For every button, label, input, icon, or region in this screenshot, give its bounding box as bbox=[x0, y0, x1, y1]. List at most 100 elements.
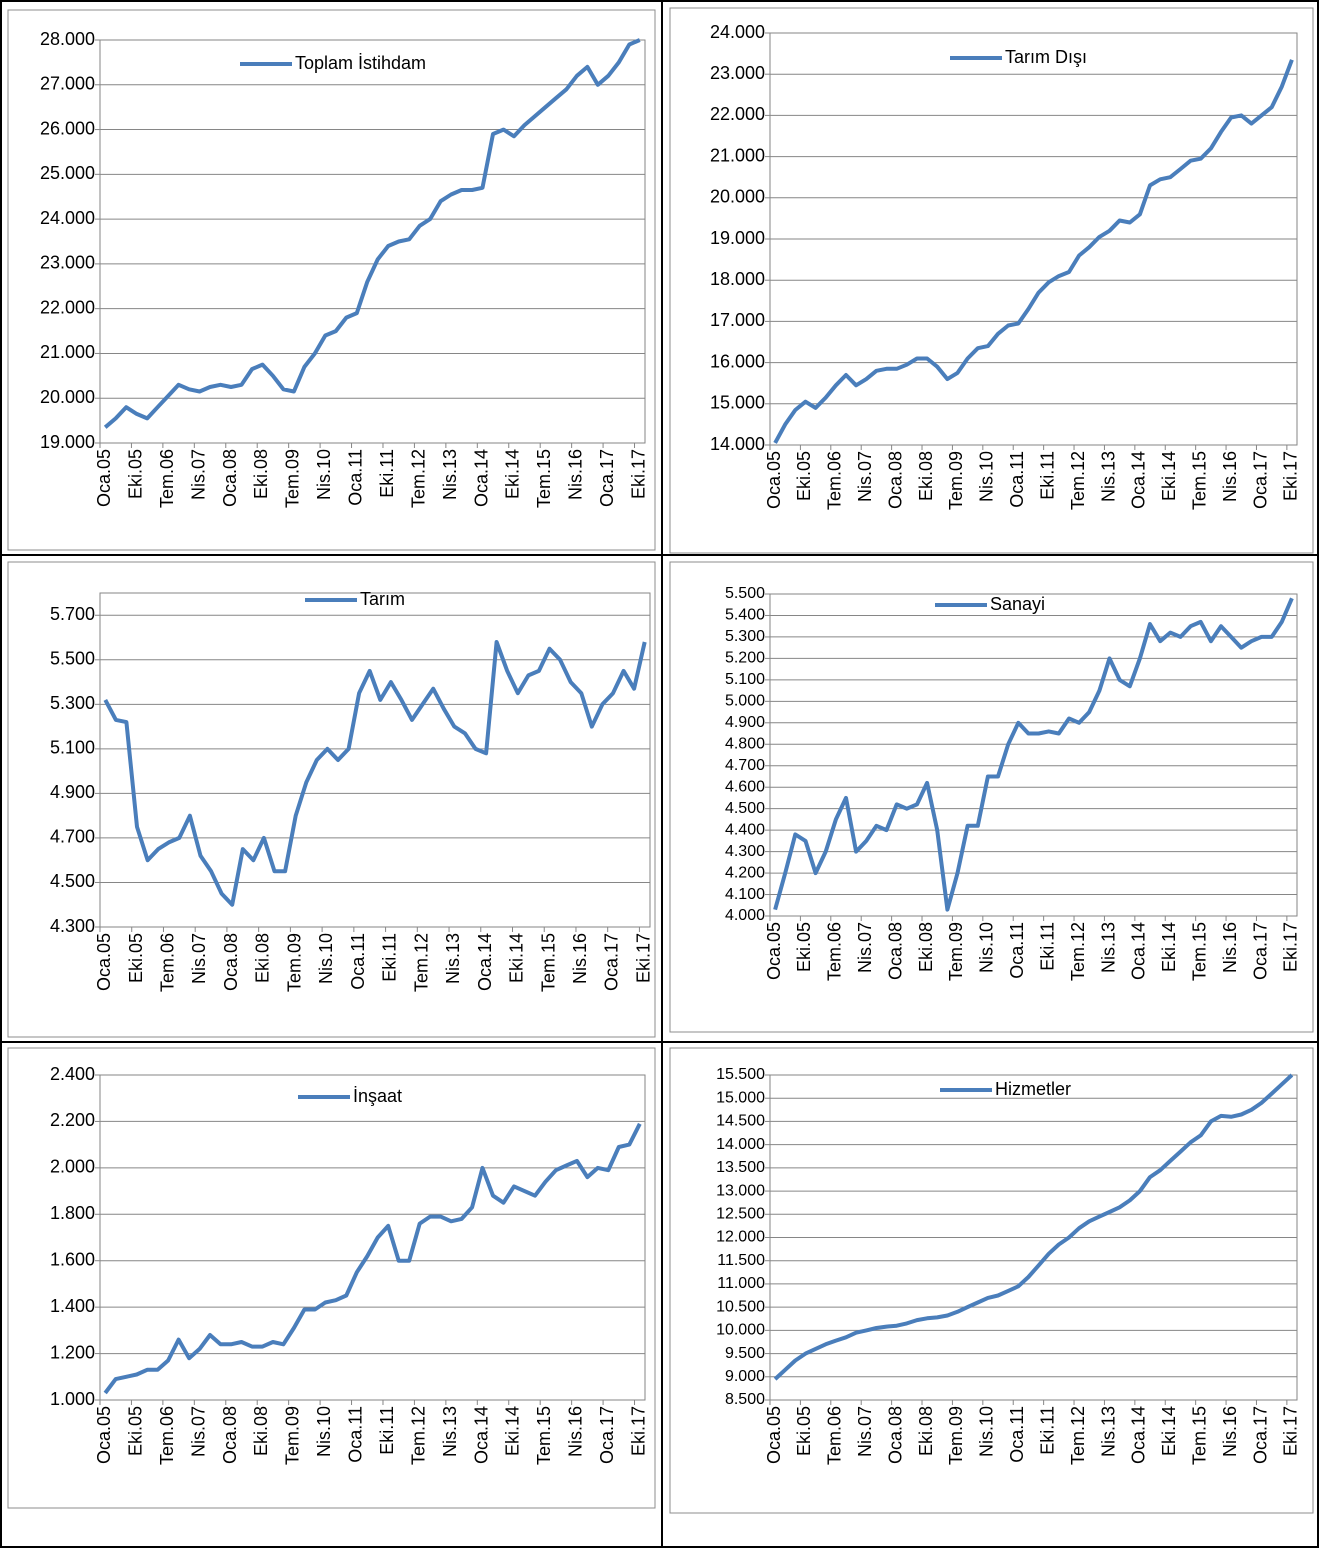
x-tick-label: Tem.12 bbox=[408, 449, 428, 508]
x-tick-label: Nis.13 bbox=[443, 933, 463, 984]
legend-label: Tarım Dışı bbox=[1005, 47, 1087, 67]
x-tick-label: Eki.08 bbox=[253, 933, 273, 983]
x-tick-label: Oca.08 bbox=[220, 449, 240, 507]
y-tick-label: 1.000 bbox=[50, 1389, 95, 1409]
y-tick-label: 5.000 bbox=[725, 693, 765, 710]
x-tick-label: Tem.09 bbox=[946, 1406, 966, 1465]
x-tick-label: Nis.07 bbox=[188, 449, 208, 500]
legend-label: Tarım bbox=[360, 589, 405, 609]
chart-frame bbox=[669, 7, 1314, 554]
x-tick-label: Tem.06 bbox=[825, 451, 845, 510]
y-tick-label: 4.300 bbox=[725, 843, 765, 860]
x-tick-label: Eki.05 bbox=[794, 922, 814, 972]
x-tick-label: Oca.08 bbox=[221, 933, 241, 991]
x-tick-label: Nis.16 bbox=[1220, 451, 1240, 502]
y-tick-label: 13.000 bbox=[716, 1182, 765, 1199]
y-tick-label: 14.000 bbox=[710, 434, 765, 454]
x-tick-label: Oca.14 bbox=[471, 449, 491, 507]
y-tick-label: 11.500 bbox=[717, 1252, 765, 1269]
x-tick-label: Nis.07 bbox=[855, 1406, 875, 1457]
x-tick-label: Eki.17 bbox=[629, 1406, 649, 1456]
x-tick-label: Tem.09 bbox=[284, 933, 304, 992]
y-tick-label: 26.000 bbox=[40, 118, 95, 138]
y-tick-label: 20.000 bbox=[710, 187, 765, 207]
data-line bbox=[103, 640, 647, 907]
x-tick-label: Tem.15 bbox=[534, 449, 554, 508]
y-tick-label: 24.000 bbox=[40, 208, 95, 228]
x-tick-label: Nis.07 bbox=[855, 922, 875, 973]
x-tick-label: Oca.05 bbox=[94, 1406, 114, 1464]
x-tick-label: Nis.10 bbox=[977, 451, 997, 502]
plot-border bbox=[769, 32, 1298, 446]
x-tick-label: Oca.08 bbox=[220, 1406, 240, 1464]
y-tick-label: 4.500 bbox=[50, 871, 95, 891]
x-tick-label: Eki.17 bbox=[633, 933, 653, 983]
y-tick-label: 18.000 bbox=[710, 269, 765, 289]
x-tick-label: Eki.08 bbox=[916, 451, 936, 501]
y-tick-label: 1.800 bbox=[50, 1203, 95, 1223]
chart-frame bbox=[7, 561, 656, 1038]
x-tick-label: Oca.05 bbox=[764, 922, 784, 980]
x-tick-label: Eki.11 bbox=[377, 449, 397, 498]
y-tick-label: 25.000 bbox=[40, 163, 95, 183]
x-tick-label: Oca.05 bbox=[764, 1406, 784, 1464]
y-tick-label: 4.800 bbox=[725, 735, 765, 752]
x-tick-label: Nis.13 bbox=[1098, 922, 1118, 973]
y-tick-label: 4.900 bbox=[725, 714, 765, 731]
x-tick-label: Oca.11 bbox=[346, 1406, 366, 1463]
x-tick-label: Oca.14 bbox=[1129, 1406, 1149, 1464]
y-tick-label: 23.000 bbox=[710, 63, 765, 83]
y-tick-label: 4.300 bbox=[50, 916, 95, 936]
data-line bbox=[773, 1073, 1294, 1381]
x-tick-label: Nis.16 bbox=[566, 449, 586, 500]
plot-border bbox=[99, 592, 651, 928]
x-tick-label: Eki.14 bbox=[1159, 922, 1179, 972]
x-tick-label: Tem.15 bbox=[1189, 451, 1209, 510]
x-tick-label: Oca.14 bbox=[1129, 922, 1149, 980]
x-tick-label: Oca.17 bbox=[1250, 1406, 1270, 1464]
x-tick-label: Tem.12 bbox=[411, 933, 431, 992]
y-tick-label: 15.000 bbox=[710, 393, 765, 413]
x-tick-label: Tem.06 bbox=[825, 1406, 845, 1465]
x-tick-label: Tem.06 bbox=[157, 449, 177, 508]
y-tick-label: 9.500 bbox=[725, 1345, 765, 1362]
y-tick-label: 22.000 bbox=[40, 297, 95, 317]
x-tick-label: Eki.14 bbox=[1159, 1406, 1179, 1456]
y-tick-label: 16.000 bbox=[710, 351, 765, 371]
x-tick-label: Eki.11 bbox=[1037, 1406, 1057, 1455]
x-tick-label: Eki.05 bbox=[125, 449, 145, 499]
x-tick-label: Oca.17 bbox=[597, 449, 617, 507]
x-tick-label: Oca.05 bbox=[764, 451, 784, 509]
x-tick-label: Oca.17 bbox=[1250, 451, 1270, 509]
chart-frame bbox=[7, 9, 656, 551]
y-tick-label: 4.700 bbox=[725, 757, 765, 774]
x-tick-label: Nis.10 bbox=[316, 933, 336, 984]
x-tick-label: Oca.14 bbox=[475, 933, 495, 991]
y-tick-label: 4.700 bbox=[50, 827, 95, 847]
x-tick-label: Eki.08 bbox=[251, 1406, 271, 1456]
y-tick-label: 5.100 bbox=[50, 738, 95, 758]
x-tick-label: Oca.17 bbox=[1250, 922, 1270, 980]
y-tick-label: 20.000 bbox=[40, 387, 95, 407]
x-tick-label: Tem.15 bbox=[538, 933, 558, 992]
data-line bbox=[773, 597, 1294, 912]
x-tick-label: Oca.08 bbox=[885, 1406, 905, 1464]
x-tick-label: Nis.07 bbox=[855, 451, 875, 502]
y-tick-label: 4.200 bbox=[725, 864, 765, 881]
x-tick-label: Tem.15 bbox=[1189, 922, 1209, 981]
x-tick-label: Tem.09 bbox=[283, 1406, 303, 1465]
x-tick-label: Eki.05 bbox=[126, 933, 146, 983]
y-tick-label: 21.000 bbox=[710, 145, 765, 165]
y-tick-label: 5.300 bbox=[725, 628, 765, 645]
y-tick-label: 27.000 bbox=[40, 74, 95, 94]
plot-border bbox=[769, 593, 1298, 917]
data-line bbox=[773, 59, 1294, 444]
x-tick-label: Oca.05 bbox=[94, 933, 114, 991]
y-tick-label: 10.500 bbox=[716, 1298, 765, 1315]
chart-frame bbox=[7, 1047, 656, 1509]
x-tick-label: Nis.16 bbox=[566, 1406, 586, 1457]
x-tick-label: Tem.06 bbox=[157, 1406, 177, 1465]
x-tick-label: Tem.15 bbox=[1189, 1406, 1209, 1465]
